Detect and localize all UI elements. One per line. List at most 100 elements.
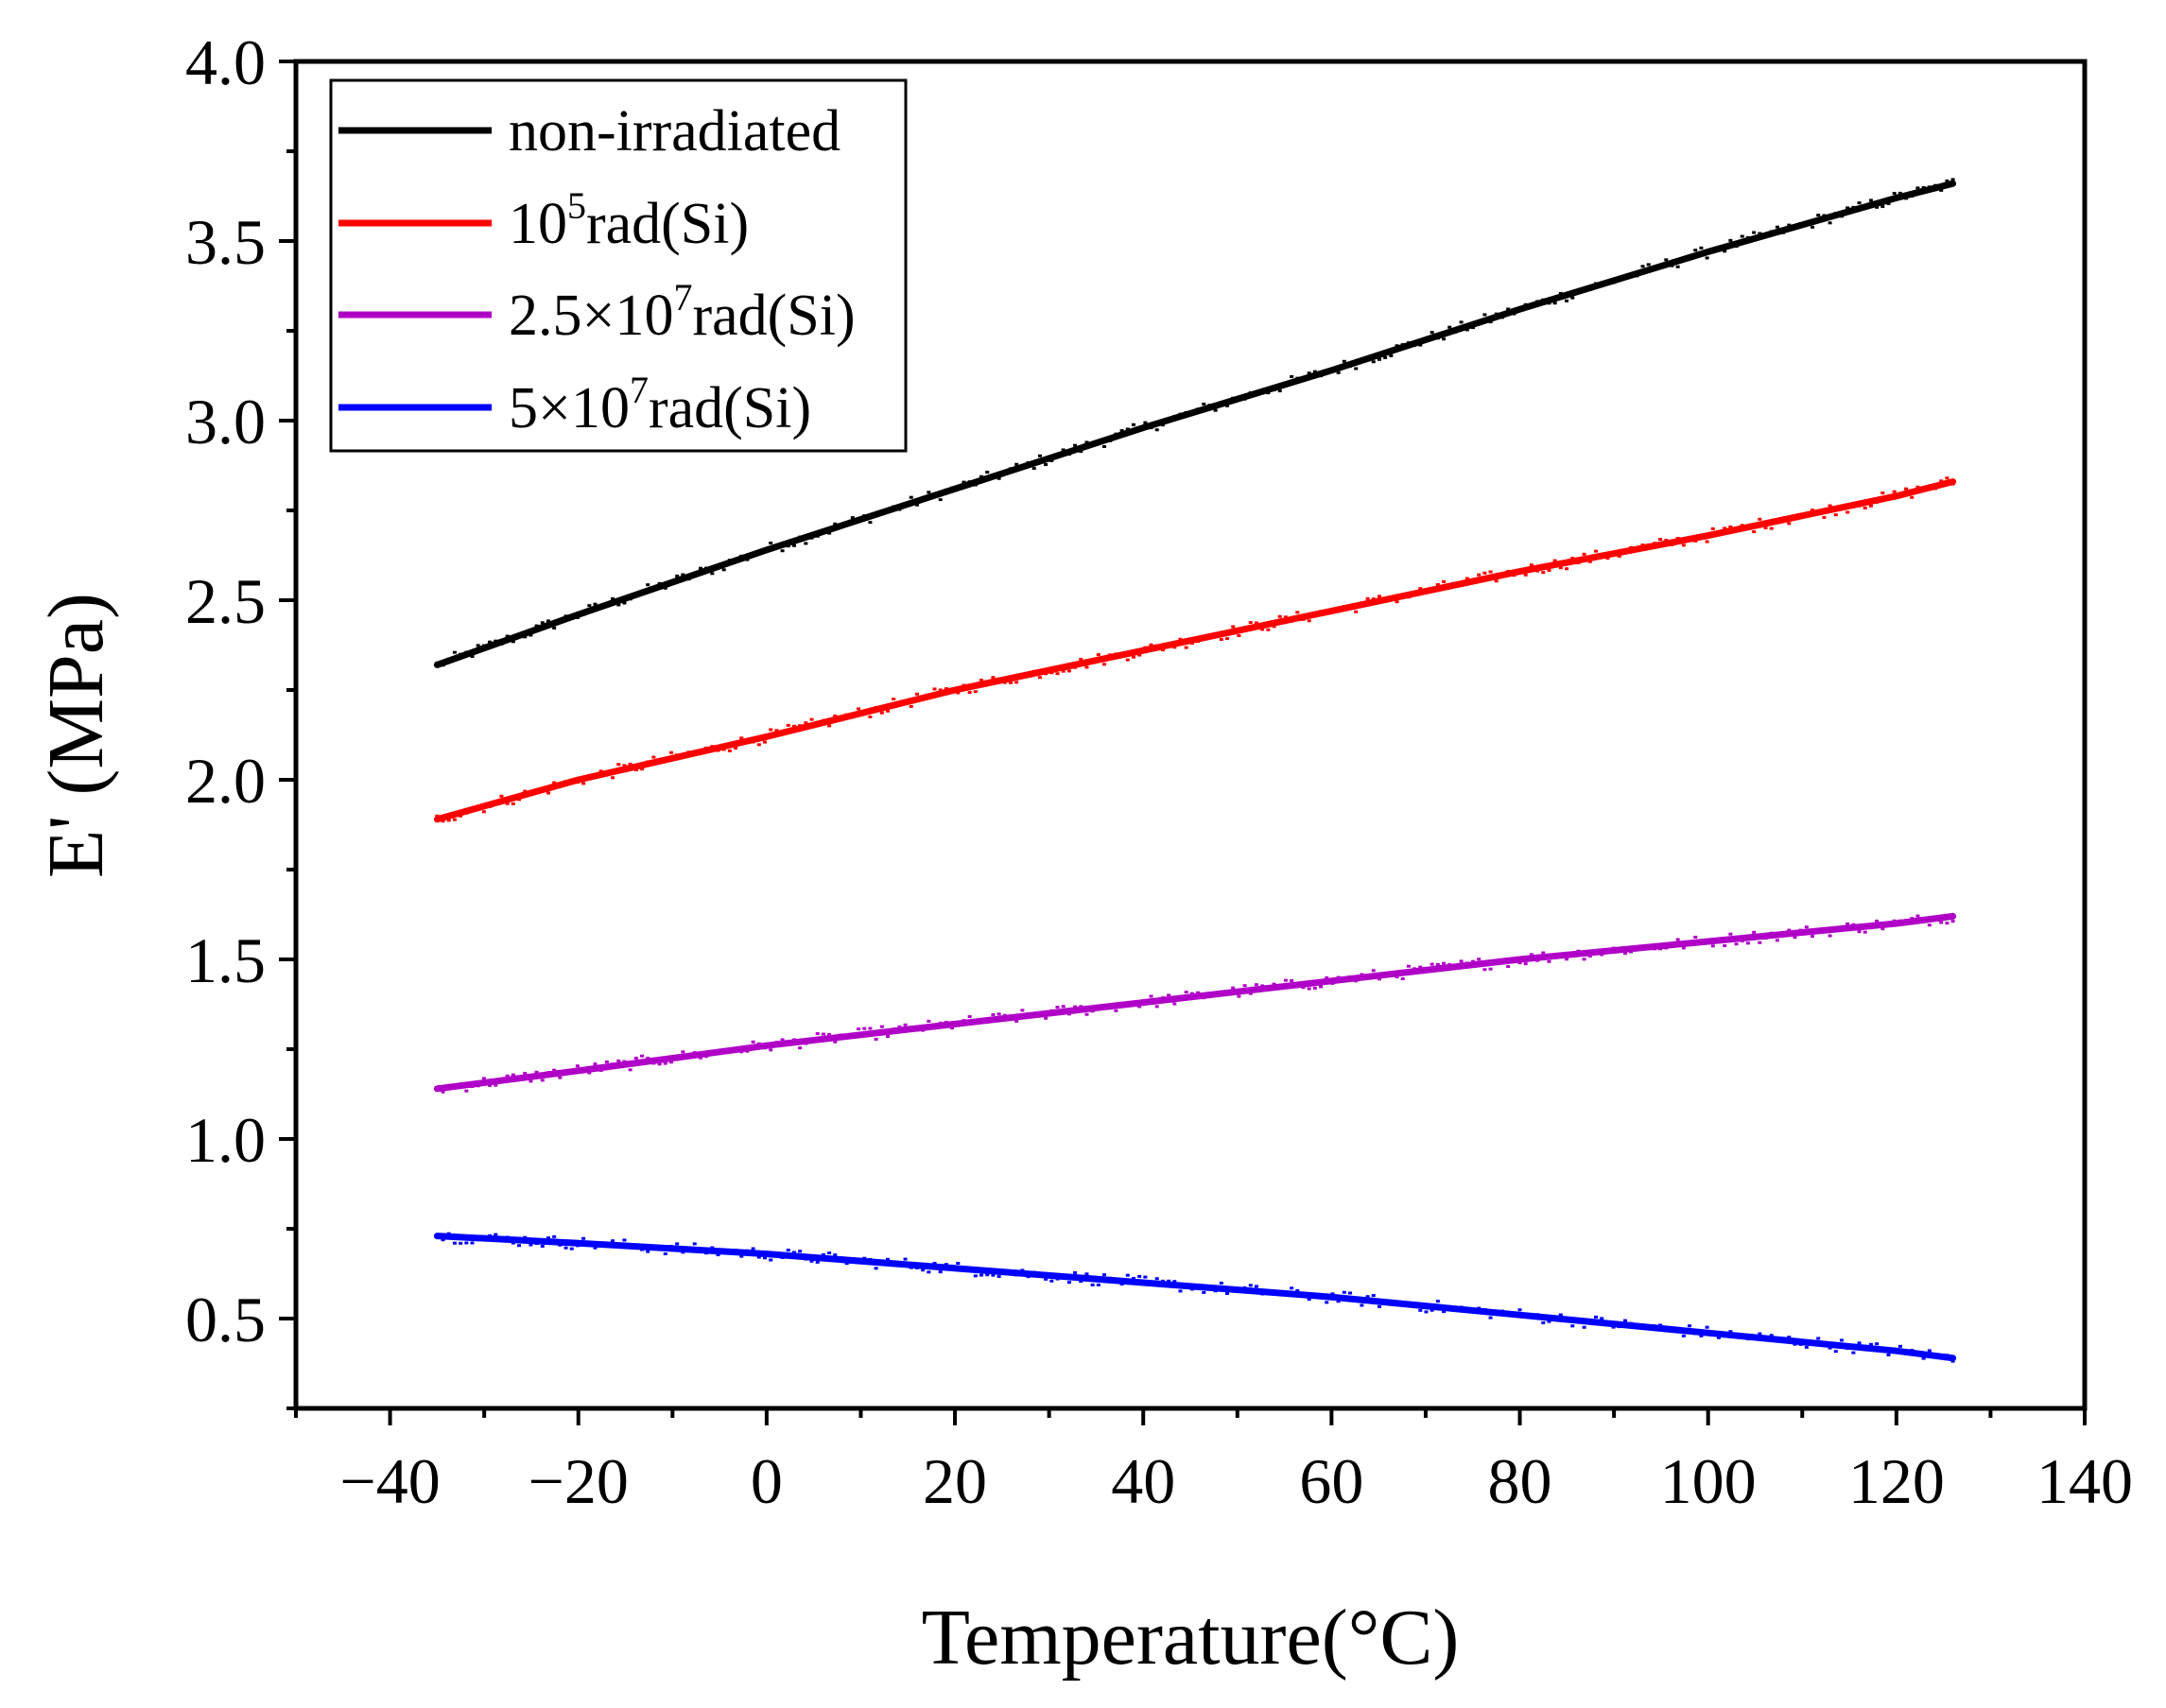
data-point bbox=[1897, 191, 1902, 195]
data-point bbox=[558, 1076, 563, 1079]
data-point bbox=[1822, 515, 1827, 519]
data-point bbox=[833, 1253, 838, 1257]
data-point bbox=[1143, 1275, 1148, 1279]
data-point bbox=[909, 495, 913, 499]
data-point bbox=[616, 1059, 621, 1062]
data-point bbox=[1688, 1324, 1692, 1328]
data-point bbox=[1857, 930, 1862, 934]
data-point bbox=[1237, 634, 1241, 638]
series-line bbox=[433, 180, 1957, 668]
data-point bbox=[932, 687, 937, 691]
data-point bbox=[862, 1027, 867, 1030]
data-point bbox=[540, 621, 545, 625]
data-point bbox=[1154, 1277, 1159, 1281]
data-point bbox=[1587, 560, 1592, 563]
data-point bbox=[938, 1270, 943, 1274]
data-point bbox=[1295, 611, 1300, 614]
data-point bbox=[1593, 549, 1598, 553]
data-point bbox=[921, 1268, 926, 1272]
x-tick-label: 120 bbox=[1848, 1445, 1945, 1517]
data-point bbox=[1723, 944, 1727, 948]
data-point bbox=[1758, 1332, 1762, 1336]
data-point bbox=[1395, 600, 1399, 604]
legend-item: non-irradiated bbox=[338, 99, 840, 164]
data-point bbox=[1945, 922, 1949, 925]
data-point bbox=[1348, 1291, 1353, 1295]
data-point bbox=[1728, 932, 1733, 936]
data-point bbox=[996, 1274, 1001, 1278]
data-point bbox=[1622, 1319, 1627, 1322]
data-point bbox=[769, 1258, 773, 1262]
data-point bbox=[886, 709, 891, 713]
data-point bbox=[1389, 354, 1394, 357]
data-point bbox=[868, 521, 873, 525]
legend-item: 5×107rad(Si) bbox=[338, 369, 811, 440]
data-point bbox=[1137, 1274, 1142, 1278]
data-point bbox=[1600, 1317, 1604, 1320]
data-point bbox=[1143, 421, 1148, 424]
data-point bbox=[1336, 1300, 1341, 1303]
data-point bbox=[1283, 615, 1288, 619]
data-point bbox=[1418, 587, 1423, 591]
data-point bbox=[1272, 625, 1276, 629]
y-tick-label: 3.5 bbox=[185, 206, 266, 278]
data-point bbox=[927, 1019, 931, 1023]
data-point bbox=[991, 1273, 996, 1277]
data-point bbox=[798, 1250, 803, 1253]
data-point bbox=[1506, 307, 1511, 311]
data-point bbox=[1213, 408, 1218, 412]
data-point bbox=[488, 640, 493, 644]
data-point bbox=[909, 704, 913, 708]
data-point bbox=[1447, 325, 1452, 329]
data-point bbox=[1693, 935, 1698, 939]
data-point bbox=[1705, 540, 1709, 543]
data-point bbox=[464, 1089, 469, 1093]
data-point bbox=[1131, 423, 1135, 426]
data-point bbox=[786, 723, 790, 727]
data-point bbox=[1811, 509, 1815, 512]
data-point bbox=[956, 691, 961, 695]
data-point bbox=[1031, 467, 1036, 471]
y-tick-label: 4.0 bbox=[185, 26, 266, 98]
data-point bbox=[1787, 1336, 1792, 1339]
data-point bbox=[1787, 223, 1792, 227]
data-point bbox=[1137, 653, 1142, 657]
data-point bbox=[593, 1246, 598, 1250]
data-point bbox=[1167, 1279, 1171, 1283]
data-point bbox=[698, 1056, 702, 1060]
data-point bbox=[1529, 953, 1534, 957]
data-point bbox=[640, 1054, 645, 1058]
data-point bbox=[517, 1244, 522, 1248]
data-point bbox=[1295, 1288, 1300, 1292]
data-point bbox=[1752, 930, 1757, 934]
data-point bbox=[1400, 976, 1405, 980]
data-point bbox=[857, 1027, 861, 1031]
data-point bbox=[1904, 487, 1909, 491]
data-point bbox=[1377, 1304, 1381, 1308]
data-point bbox=[1833, 1350, 1838, 1354]
data-point bbox=[1219, 1281, 1223, 1285]
data-point bbox=[1775, 225, 1779, 229]
data-point bbox=[1828, 504, 1832, 508]
legend-item: 2.5×107rad(Si) bbox=[338, 276, 856, 348]
data-point bbox=[1699, 1334, 1704, 1337]
data-point bbox=[1307, 371, 1311, 375]
data-point bbox=[1066, 1281, 1071, 1285]
data-point bbox=[452, 818, 457, 821]
data-point bbox=[511, 802, 515, 805]
data-point bbox=[1921, 185, 1926, 189]
data-point bbox=[563, 1246, 568, 1250]
data-point bbox=[1868, 1342, 1873, 1346]
data-point bbox=[1477, 958, 1482, 961]
data-point bbox=[1307, 619, 1311, 623]
data-point bbox=[1044, 463, 1048, 467]
data-point bbox=[1910, 495, 1915, 499]
series-4 bbox=[433, 1232, 1957, 1363]
data-point bbox=[1582, 958, 1586, 961]
series-line bbox=[433, 1233, 1957, 1362]
y-tick-label: 0.5 bbox=[185, 1284, 266, 1355]
data-point bbox=[1377, 357, 1381, 361]
data-point bbox=[1061, 448, 1066, 452]
data-point bbox=[1875, 205, 1880, 209]
data-point bbox=[1570, 296, 1575, 300]
